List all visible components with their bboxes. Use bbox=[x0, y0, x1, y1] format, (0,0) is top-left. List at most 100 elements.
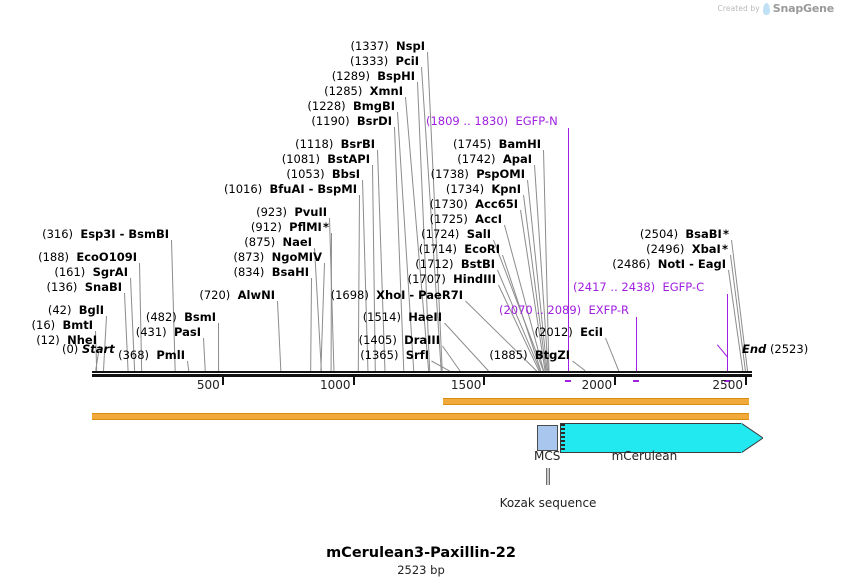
primer-range-marker bbox=[632, 380, 639, 382]
enzyme-name: Acc65I bbox=[475, 197, 518, 211]
feature-mcerulean[interactable] bbox=[560, 422, 764, 454]
enzyme-label[interactable]: (1745) BamHI bbox=[453, 137, 541, 151]
enzyme-label[interactable]: (1333) PciI bbox=[350, 55, 419, 68]
enzyme-label[interactable]: (1725) AccI bbox=[430, 213, 502, 226]
enzyme-label[interactable]: (1712) BstBI bbox=[415, 258, 495, 271]
enzyme-label[interactable]: (912) PflMI * bbox=[251, 220, 329, 234]
enzyme-name: Esp3I bbox=[80, 227, 116, 241]
ruler-tick-label: 1000 bbox=[320, 378, 351, 392]
enzyme-label[interactable]: (2504) BsaBI * bbox=[640, 227, 729, 241]
enzyme-label[interactable]: (1337) NspI bbox=[350, 39, 425, 53]
orf-arrow[interactable] bbox=[442, 398, 756, 405]
feature-kozak-marker[interactable] bbox=[546, 468, 550, 485]
enzyme-position: (1405) bbox=[358, 333, 397, 347]
primer-leader-line bbox=[727, 294, 729, 371]
orf-arrow-shaft bbox=[442, 398, 749, 405]
enzyme-label[interactable]: (316) Esp3I - BsmBI bbox=[42, 227, 169, 241]
enzyme-label[interactable]: (1405) DraIII bbox=[358, 333, 440, 347]
enzyme-name: BbsI bbox=[331, 167, 360, 181]
primer-leader-line bbox=[635, 317, 637, 371]
enzyme-label[interactable]: (2496) XbaI * bbox=[646, 242, 728, 256]
enzyme-position: (161) bbox=[54, 265, 86, 279]
enzyme-label[interactable]: (1707) HindIII bbox=[408, 272, 496, 286]
enzyme-name: SgrAI bbox=[92, 265, 128, 279]
primer-feature-label[interactable]: (1809 .. 1830) EGFP-N bbox=[426, 115, 558, 128]
enzyme-label[interactable]: (1118) BsrBI bbox=[295, 138, 375, 151]
enzyme-position: (1885) bbox=[489, 348, 528, 362]
feature-mcs[interactable] bbox=[536, 425, 558, 451]
enzyme-label[interactable]: (12) NheI bbox=[36, 333, 97, 347]
enzyme-label[interactable]: (1714) EcoRI bbox=[418, 242, 500, 256]
ruler-tick bbox=[352, 377, 355, 385]
snapgene-credit: Created by SnapGene bbox=[718, 2, 835, 15]
enzyme-position: (1734) bbox=[445, 182, 485, 196]
enzyme-name: BsaHI bbox=[271, 265, 309, 279]
enzyme-label[interactable]: (482) BsmI bbox=[145, 310, 216, 324]
enzyme-label[interactable]: (42) BglI bbox=[48, 304, 104, 317]
enzyme-name: PflMI * bbox=[289, 220, 329, 234]
enzyme-position: (431) bbox=[135, 325, 167, 339]
enzyme-label[interactable]: (1053) BbsI bbox=[286, 167, 360, 181]
enzyme-label[interactable]: (873) NgoMIV bbox=[233, 251, 322, 264]
enzyme-label[interactable]: (368) PmlI bbox=[118, 349, 185, 362]
enzyme-label[interactable]: (161) SgrAI bbox=[54, 265, 128, 279]
enzyme-name: BfuAI bbox=[269, 182, 305, 196]
enzyme-name: XhoI bbox=[376, 288, 406, 302]
enzyme-name: SalI bbox=[466, 227, 491, 241]
primer-feature-label[interactable]: (2070 .. 2089) EXFP-R bbox=[499, 304, 629, 317]
enzyme-label[interactable]: (16) BmtI bbox=[31, 318, 93, 332]
enzyme-name: HindIII bbox=[453, 272, 496, 286]
enzyme-position: (1289) bbox=[331, 69, 370, 83]
enzyme-label[interactable]: (2486) NotI - EagI bbox=[612, 258, 726, 271]
feature-label-mcerulean: mCerulean bbox=[611, 449, 678, 463]
enzyme-label[interactable]: (1285) XmnI bbox=[324, 84, 403, 98]
enzyme-label[interactable]: (136) SnaBI bbox=[46, 281, 122, 294]
enzyme-name: NspI bbox=[396, 39, 425, 53]
enzyme-label[interactable]: (875) NaeI bbox=[244, 236, 312, 249]
start-label: (0) Start bbox=[62, 343, 115, 356]
enzyme-label[interactable]: (1885) BtgZI bbox=[489, 348, 570, 362]
enzyme-name: PspOMI bbox=[476, 167, 525, 181]
enzyme-label[interactable]: (1228) BmgBI bbox=[307, 100, 395, 113]
enzyme-label[interactable]: (720) AlwNI bbox=[199, 288, 275, 302]
enzyme-label[interactable]: (188) EcoO109I bbox=[38, 250, 137, 264]
enzyme-label[interactable]: (1289) BspHI bbox=[331, 69, 415, 83]
ruler-tick-label: 1500 bbox=[450, 378, 482, 392]
enzyme-label[interactable]: (1081) BstAPI bbox=[282, 153, 370, 166]
enzyme-position: (16) bbox=[31, 318, 56, 332]
enzyme-label[interactable]: (834) BsaHI bbox=[233, 265, 309, 279]
enzyme-name: BsaBI * bbox=[685, 227, 729, 241]
enzyme-label[interactable]: (1514) HaeII bbox=[363, 310, 442, 324]
enzyme-label[interactable]: (1698) XhoI - PaeR7I bbox=[331, 288, 463, 302]
enzyme-name: BamHI bbox=[498, 137, 541, 151]
enzyme-label[interactable]: (1730) Acc65I bbox=[430, 197, 518, 211]
enzyme-name: BsmI bbox=[184, 310, 216, 324]
ruler-tick-label: 500 bbox=[196, 378, 220, 392]
enzyme-label[interactable]: (1365) SrfI bbox=[360, 349, 429, 362]
enzyme-label[interactable]: (923) PvuII bbox=[256, 205, 327, 219]
enzyme-name: HaeII bbox=[408, 310, 442, 324]
orf-arrow[interactable] bbox=[92, 413, 756, 420]
plasmid-backbone-top bbox=[92, 371, 752, 373]
enzyme-position: (1714) bbox=[418, 242, 457, 256]
enzyme-label[interactable]: (1016) BfuAI - BspMI bbox=[224, 182, 357, 196]
enzyme-label[interactable]: (1734) KpnI bbox=[445, 182, 521, 196]
enzyme-name: XmnI bbox=[369, 84, 403, 98]
enzyme-position: (720) bbox=[199, 288, 231, 302]
enzyme-position: (1285) bbox=[324, 84, 363, 98]
enzyme-name: DraIII bbox=[404, 333, 440, 347]
primer-feature-label[interactable]: (2417 .. 2438) EGFP-C bbox=[573, 281, 704, 294]
enzyme-position: (482) bbox=[145, 310, 177, 324]
enzyme-name: PvuII bbox=[294, 205, 327, 219]
enzyme-position: (2496) bbox=[646, 242, 685, 256]
enzyme-label[interactable]: (1724) SalI bbox=[421, 227, 491, 241]
enzyme-name: PasI bbox=[173, 325, 201, 339]
enzyme-label[interactable]: (1190) BsrDI bbox=[311, 115, 392, 128]
enzyme-label[interactable]: (431) PasI bbox=[135, 325, 201, 339]
enzyme-name: NheI bbox=[67, 333, 97, 347]
enzyme-label[interactable]: (1738) PspOMI bbox=[431, 167, 525, 181]
enzyme-label[interactable]: (2012) EciI bbox=[535, 326, 603, 339]
enzyme-name: EcoO109I bbox=[76, 250, 137, 264]
enzyme-position: (316) bbox=[42, 227, 74, 241]
enzyme-label[interactable]: (1742) ApaI bbox=[457, 153, 532, 166]
